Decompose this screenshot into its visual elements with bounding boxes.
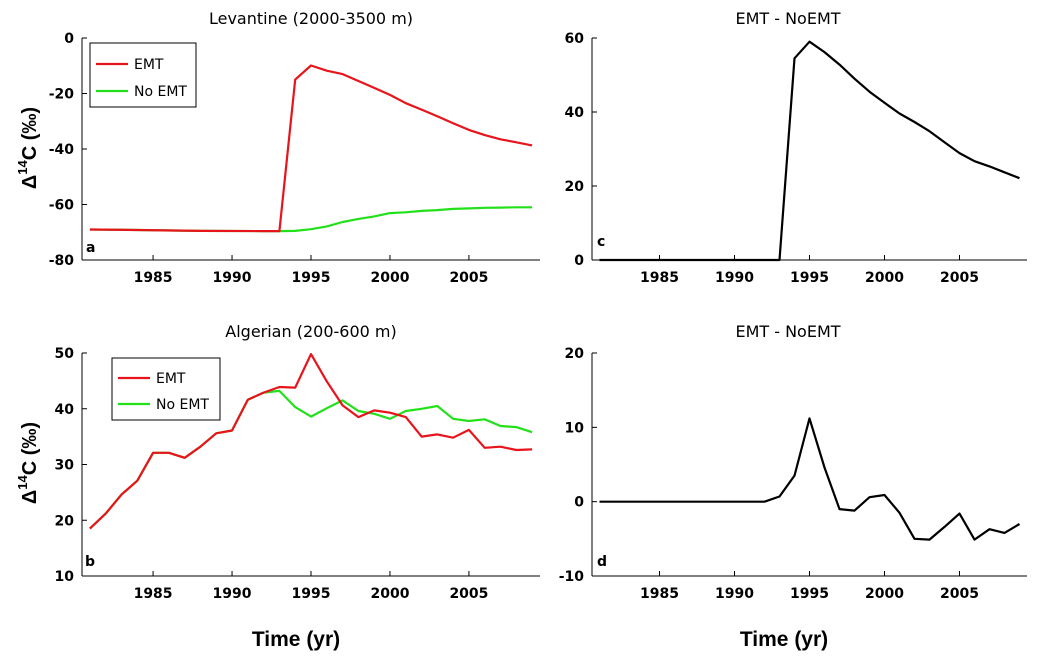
panel-b-legend: EMT No EMT: [111, 357, 221, 421]
x-tick-label: 1985: [640, 586, 679, 602]
y-tick-label: 0: [574, 495, 584, 511]
x-tick-label: 1985: [640, 270, 679, 286]
series-line-emt: [89, 353, 533, 530]
panel-d-label: d: [597, 554, 607, 570]
x-tick-label: 2005: [940, 270, 979, 286]
x-tick-label: 2000: [865, 270, 904, 286]
x-tick-label: 2000: [370, 586, 409, 602]
panel-c-label: c: [597, 234, 605, 250]
x-tick-label: 1995: [292, 270, 331, 286]
series-line-difference: [599, 40, 1020, 262]
panel-a-legend: EMT No EMT: [89, 42, 197, 108]
y-tick-label: 40: [565, 105, 585, 121]
panel-a-label: a: [86, 240, 95, 256]
y-tick-label: 0: [64, 31, 74, 47]
x-tick-label: 1985: [134, 586, 173, 602]
x-axis-label-right: Time (yr): [740, 628, 828, 651]
y-tick-label: 10: [55, 569, 75, 585]
panel-b-title: Algerian (200-600 m): [225, 322, 396, 341]
panel-d: EMT - NoEMT 1985 1990 1995 2000 2005 -10 0 10 20…: [559, 322, 1027, 602]
y-tick-label: 40: [55, 402, 75, 418]
y-tick-label: 20: [55, 513, 75, 529]
x-tick-label: 1995: [790, 586, 829, 602]
y-tick-label: 0: [574, 253, 584, 269]
x-tick-label: 1995: [790, 270, 829, 286]
legend-label-emt: EMT: [134, 57, 164, 73]
panel-d-plot: 1985 1990 1995 2000 2005 -10 0 10 20: [559, 346, 1027, 602]
y-tick-label: -60: [49, 198, 75, 214]
x-tick-label: 1995: [292, 586, 331, 602]
x-tick-label: 1990: [715, 586, 754, 602]
panel-a-title: Levantine (2000-3500 m): [209, 9, 413, 28]
legend-label-emt: EMT: [156, 371, 186, 387]
y-axis-label-bottom: Δ14C (‰): [15, 422, 41, 504]
y-tick-label: 30: [55, 458, 75, 474]
x-tick-label: 2000: [370, 270, 409, 286]
y-tick-label: 10: [565, 420, 585, 436]
panel-b-plot: 1985 1990 1995 2000 2005 10 20 30 40 50: [55, 346, 540, 602]
x-tick-label: 1990: [213, 586, 252, 602]
series-line-no-emt: [89, 206, 533, 233]
y-tick-label: 60: [565, 31, 585, 47]
x-tick-label: 2005: [449, 270, 488, 286]
y-tick-label: 20: [565, 179, 585, 195]
panel-c-plot: 1985 1990 1995 2000 2005 0 20 40 60: [565, 31, 1027, 286]
x-tick-label: 2005: [449, 586, 488, 602]
x-axis-label-left: Time (yr): [252, 628, 340, 651]
x-tick-label: 1990: [213, 270, 252, 286]
legend-label-no-emt: No EMT: [134, 84, 187, 100]
legend-box: [89, 42, 197, 108]
y-axis-label-top: Δ14C (‰): [15, 107, 41, 189]
legend-label-no-emt: No EMT: [156, 397, 209, 413]
x-tick-label: 1985: [134, 270, 173, 286]
series-line-emt: [89, 64, 533, 233]
x-tick-label: 2005: [940, 586, 979, 602]
y-tick-label: -80: [49, 253, 75, 269]
y-tick-label: -10: [559, 569, 585, 585]
panel-c: EMT - NoEMT 1985 1990 1995 2000 20050204060 …: [565, 9, 1027, 286]
panel-b: Algerian (200-600 m) 1985 1990 1995 2000 200…: [55, 322, 540, 602]
series-line-difference: [599, 417, 1021, 541]
y-tick-label: -20: [49, 87, 75, 103]
legend-box: [111, 357, 221, 421]
y-tick-label: 20: [565, 346, 585, 362]
panel-a: Levantine (2000-3500 m) 1985 1990 1995 2000…: [49, 9, 540, 286]
panel-b-label: b: [85, 554, 95, 570]
x-tick-label: 2000: [865, 586, 904, 602]
panel-c-title: EMT - NoEMT: [735, 9, 840, 28]
panel-d-title: EMT - NoEMT: [735, 322, 840, 341]
x-tick-label: 1990: [715, 270, 754, 286]
y-tick-label: 50: [55, 346, 75, 362]
panel-a-plot: 1985 1990 1995 2000 2005 -80 -60 -40 -20 0: [49, 31, 540, 286]
y-tick-label: -40: [49, 142, 75, 158]
